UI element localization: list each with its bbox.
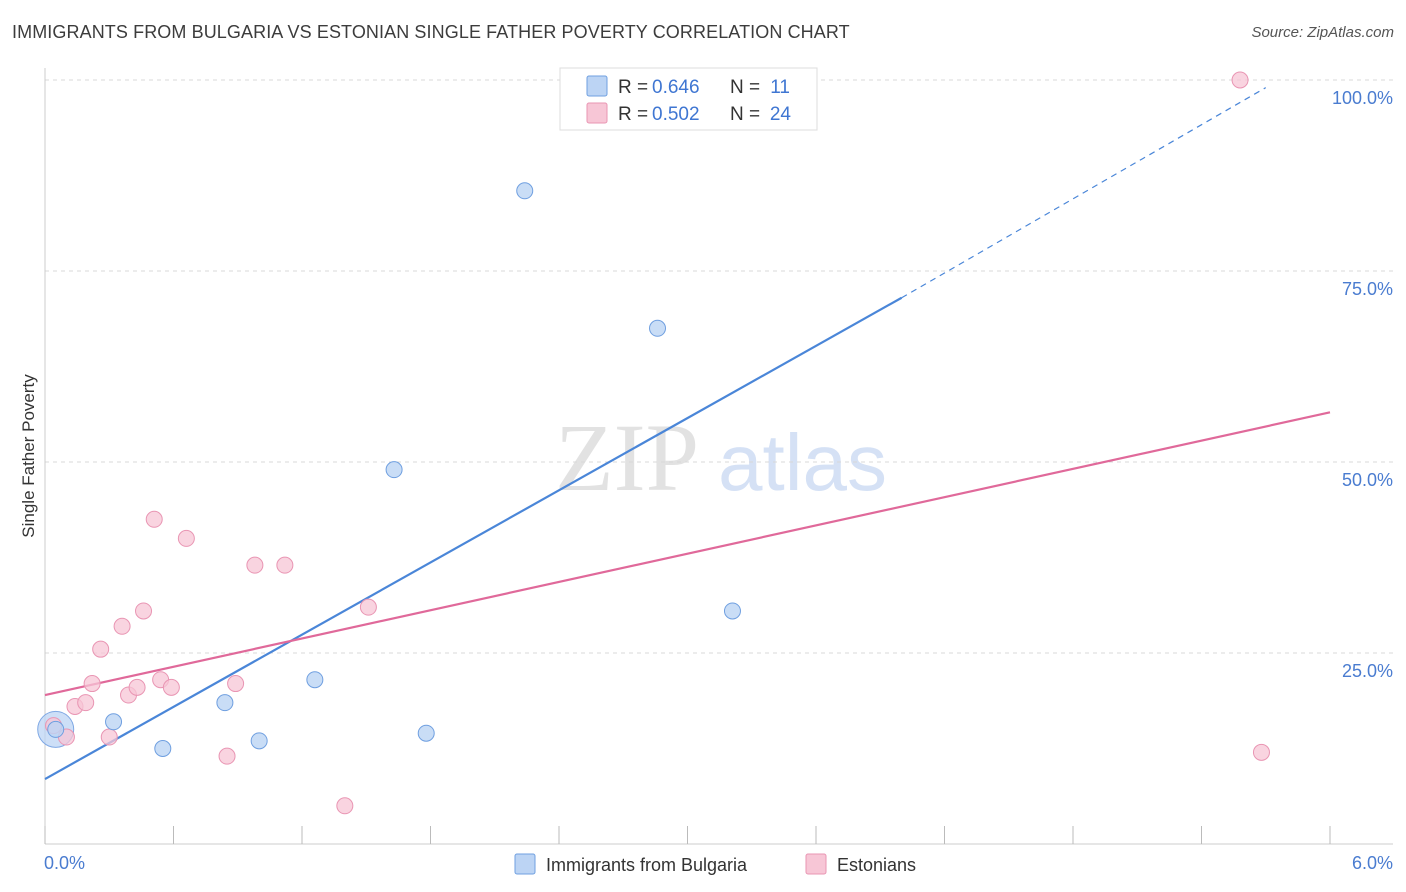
trend-line-estonians: [44, 411, 1331, 697]
legend-box: R = 0.646 N = 11 R = 0.502 N = 24: [559, 67, 818, 131]
point-estonians: [100, 728, 118, 746]
grid: 25.0% 50.0% 75.0% 100.0%: [45, 79, 1393, 681]
bottom-legend-swatch-estonians: [805, 853, 827, 875]
point-estonians: [276, 556, 294, 574]
point-estonians: [246, 556, 264, 574]
point-bulgaria: [306, 671, 324, 689]
point-estonians: [128, 678, 146, 696]
point-bulgaria: [649, 319, 667, 337]
y-tick-label: 50.0%: [1342, 470, 1393, 490]
legend-swatch-estonians: [586, 102, 608, 124]
legend-n-value-bulgaria: 11: [770, 77, 790, 98]
data-points: [37, 71, 1270, 815]
legend-n-label-estonians: N =: [730, 104, 760, 125]
point-bulgaria: [250, 732, 268, 750]
legend-n-label-bulgaria: N =: [730, 77, 760, 98]
y-tick-label: 75.0%: [1342, 279, 1393, 299]
legend-r-label-estonians: R =: [618, 104, 648, 125]
point-bulgaria: [385, 461, 403, 479]
point-estonians: [177, 529, 195, 547]
point-estonians: [92, 640, 110, 658]
point-bulgaria: [723, 602, 741, 620]
y-tick-label: 25.0%: [1342, 661, 1393, 681]
point-estonians: [77, 694, 95, 712]
point-bulgaria: [417, 724, 435, 742]
point-estonians: [218, 747, 236, 765]
point-estonians: [135, 602, 153, 620]
legend-r-value-estonians: 0.502: [652, 104, 700, 125]
trend-lines: [44, 87, 1331, 781]
legend-swatch-bulgaria: [586, 75, 608, 97]
watermark-zip: ZIP: [555, 404, 699, 511]
x-tick-label-min: 0.0%: [44, 853, 85, 873]
point-estonians: [113, 617, 131, 635]
bottom-legend: Immigrants from Bulgaria Estonians: [514, 853, 916, 875]
bottom-legend-swatch-bulgaria: [514, 853, 536, 875]
point-estonians: [1231, 71, 1249, 89]
point-estonians: [336, 797, 354, 815]
legend-n-value-estonians: 24: [770, 104, 792, 125]
trend-line-bulgaria-extension: [901, 87, 1267, 299]
point-bulgaria: [47, 720, 65, 738]
point-bulgaria: [516, 182, 534, 200]
point-estonians: [83, 675, 101, 693]
source-label: Source: ZipAtlas.com: [1251, 24, 1394, 41]
bottom-legend-label-estonians: Estonians: [837, 855, 916, 875]
legend-r-value-bulgaria: 0.646: [652, 77, 700, 98]
point-estonians: [1252, 743, 1270, 761]
point-estonians: [145, 510, 163, 528]
point-bulgaria: [154, 740, 172, 757]
y-axis-title: Single Father Poverty: [19, 374, 38, 538]
legend-r-label-bulgaria: R =: [618, 77, 648, 98]
point-bulgaria: [105, 713, 123, 731]
point-estonians: [227, 675, 245, 693]
point-estonians: [162, 678, 180, 696]
chart-title: IMMIGRANTS FROM BULGARIA VS ESTONIAN SIN…: [12, 22, 850, 42]
trend-line-bulgaria: [44, 296, 903, 781]
watermark-atlas: atlas: [718, 418, 887, 507]
y-tick-label: 100.0%: [1332, 88, 1393, 108]
bottom-legend-label-bulgaria: Immigrants from Bulgaria: [546, 855, 748, 875]
x-tick-label-max: 6.0%: [1352, 853, 1393, 873]
point-estonians: [359, 598, 377, 616]
point-bulgaria: [216, 694, 234, 712]
